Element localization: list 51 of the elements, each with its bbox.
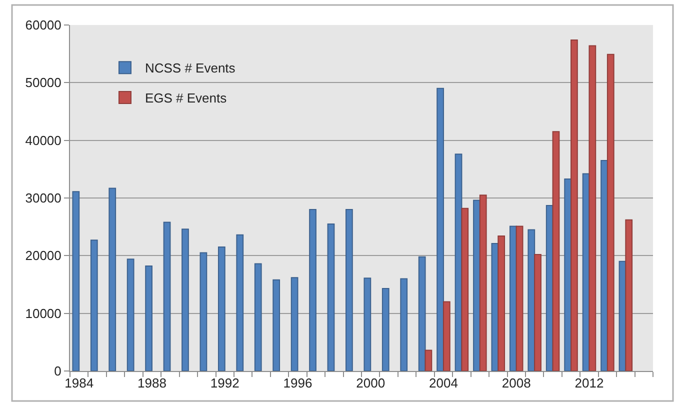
bar bbox=[400, 278, 408, 371]
y-tick-label: 60000 bbox=[25, 18, 62, 33]
bar bbox=[382, 288, 390, 371]
bar bbox=[516, 226, 524, 371]
bar bbox=[272, 279, 280, 371]
bar bbox=[436, 88, 444, 371]
bar bbox=[182, 228, 189, 371]
y-tick-label: 50000 bbox=[25, 75, 62, 90]
bar bbox=[461, 208, 469, 371]
bar bbox=[424, 350, 432, 371]
bar bbox=[290, 277, 298, 371]
bar bbox=[200, 252, 208, 371]
x-tick-label: 1984 bbox=[64, 376, 94, 391]
bar bbox=[625, 219, 633, 371]
bar bbox=[163, 222, 171, 371]
bar bbox=[418, 256, 426, 371]
legend-label: EGS # Events bbox=[144, 90, 228, 106]
bar bbox=[145, 266, 152, 371]
bar bbox=[570, 39, 578, 371]
bar bbox=[534, 254, 542, 371]
x-tick-label: 1996 bbox=[283, 376, 312, 391]
y-tick-label: 10000 bbox=[25, 306, 62, 321]
y-tick-label: 20000 bbox=[25, 248, 62, 264]
bar bbox=[498, 236, 506, 371]
y-tick-label: 40000 bbox=[25, 132, 62, 148]
bar bbox=[108, 188, 116, 371]
bar bbox=[126, 258, 134, 371]
bar bbox=[364, 278, 372, 371]
x-tick-label: 2000 bbox=[356, 376, 386, 391]
bar bbox=[90, 240, 98, 371]
bar bbox=[479, 194, 487, 371]
bar bbox=[327, 223, 335, 371]
y-tick-label: 30000 bbox=[25, 190, 62, 206]
bar bbox=[588, 45, 596, 371]
bar bbox=[442, 301, 450, 371]
x-tick-label: 2004 bbox=[429, 376, 458, 391]
x-tick-label: 1988 bbox=[138, 376, 166, 391]
y-tick-label: 0 bbox=[54, 364, 62, 379]
legend-label: NCSS # Events bbox=[144, 60, 236, 76]
bar bbox=[552, 131, 560, 371]
x-tick-label: 2008 bbox=[502, 376, 531, 391]
bar bbox=[309, 209, 316, 371]
bar bbox=[254, 263, 262, 371]
x-tick-label: 2012 bbox=[574, 376, 604, 391]
bar bbox=[346, 209, 353, 371]
bar bbox=[218, 246, 226, 371]
bar bbox=[606, 54, 614, 371]
x-tick-label: 1992 bbox=[210, 376, 240, 391]
bar bbox=[236, 234, 244, 371]
bar bbox=[528, 229, 536, 371]
bar bbox=[72, 191, 80, 371]
